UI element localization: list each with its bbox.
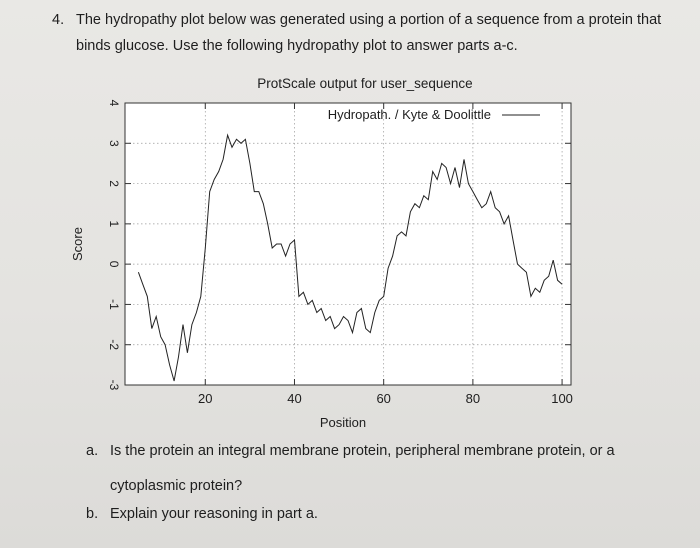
y-tick-label: 4	[107, 100, 121, 107]
x-tick-label: 80	[466, 391, 480, 406]
y-tick-label: 1	[107, 221, 121, 228]
y-tick-label: -3	[107, 380, 121, 391]
x-axis-label: Position	[320, 415, 366, 430]
y-tick-label: -2	[107, 339, 121, 350]
y-tick-label: 3	[107, 140, 121, 147]
question-text-line1: The hydropathy plot below was generated …	[76, 12, 662, 28]
y-tick-label: 2	[107, 180, 121, 187]
question-a-letter: a.	[86, 443, 99, 459]
y-tick-label: 0	[107, 261, 121, 268]
x-tick-label: 100	[551, 391, 573, 406]
question-number: 4.	[52, 12, 65, 28]
legend-entry-label: Hydropath. / Kyte & Doolittle	[328, 107, 491, 122]
question-a-text-line2: cytoplasmic protein?	[110, 478, 243, 494]
hydropathy-series-line	[137, 133, 563, 382]
y-axis-label: Score	[70, 227, 85, 261]
plot-area	[124, 102, 572, 386]
question-b-letter: b.	[86, 506, 99, 522]
question-text-line2: binds glucose. Use the following hydropa…	[76, 38, 518, 54]
x-tick-label: 60	[376, 391, 390, 406]
x-tick-labels: 20 40 60 80 100	[198, 391, 573, 406]
axis-ticks	[125, 102, 571, 386]
question-a-text-line1: Is the protein an integral membrane prot…	[110, 443, 615, 459]
x-tick-label: 20	[198, 391, 212, 406]
x-tick-label: 40	[287, 391, 301, 406]
y-tick-label: -1	[107, 299, 121, 310]
legend: Hydropath. / Kyte & Doolittle	[328, 107, 540, 122]
y-tick-labels: 4 3 2 1 0 -1 -2 -3	[107, 100, 121, 391]
question-b-text-line1: Explain your reasoning in part a.	[110, 506, 318, 522]
chart-title: ProtScale output for user_sequence	[257, 76, 473, 91]
